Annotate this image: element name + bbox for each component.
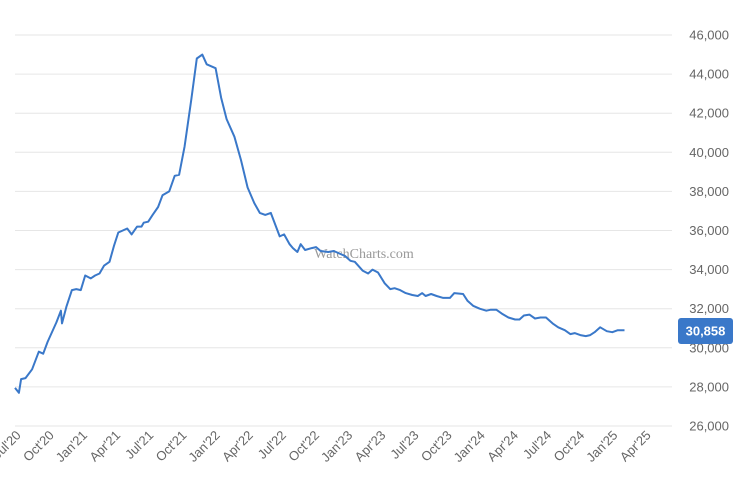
x-tick-label: Oct'23 bbox=[418, 428, 455, 465]
y-tick-label: 38,000 bbox=[689, 184, 729, 199]
y-tick-label: 28,000 bbox=[689, 379, 729, 394]
last-value-badge: 30,858 bbox=[678, 318, 733, 344]
x-tick-label: Oct'24 bbox=[551, 428, 588, 465]
x-tick-label: Jul'21 bbox=[122, 428, 156, 462]
series-line bbox=[14, 53, 625, 394]
series-layer bbox=[14, 53, 625, 394]
last-value-label: 30,858 bbox=[686, 324, 726, 339]
y-tick-label: 46,000 bbox=[689, 28, 729, 43]
y-axis-tick-labels: 26,000 28,000 30,000 32,000 34,000 36,000 38,0… bbox=[689, 28, 729, 434]
x-tick-label: Apr'22 bbox=[219, 428, 256, 465]
x-tick-label: Apr'25 bbox=[617, 428, 654, 465]
watermark: WatchCharts.com bbox=[314, 247, 414, 262]
x-tick-label: Apr'24 bbox=[484, 428, 521, 465]
x-tick-label: Jan'23 bbox=[318, 428, 355, 465]
x-tick-label: Oct'20 bbox=[20, 428, 57, 465]
x-tick-label: Jan'25 bbox=[583, 428, 620, 465]
x-tick-label: Jan'24 bbox=[451, 428, 488, 465]
x-tick-label: Jul'24 bbox=[520, 428, 554, 462]
x-tick-label: Jan'22 bbox=[185, 428, 222, 465]
y-tick-label: 34,000 bbox=[689, 262, 729, 277]
y-tick-label: 30,000 bbox=[689, 340, 729, 355]
x-tick-label: Jan'21 bbox=[53, 428, 90, 465]
x-tick-label: Oct'22 bbox=[285, 428, 322, 465]
y-tick-label: 40,000 bbox=[689, 145, 729, 160]
y-tick-label: 42,000 bbox=[689, 106, 729, 121]
y-tick-label: 36,000 bbox=[689, 223, 729, 238]
x-tick-label: Apr'23 bbox=[352, 428, 389, 465]
x-tick-label: Apr'21 bbox=[86, 428, 123, 465]
x-tick-label: Jul'22 bbox=[255, 428, 289, 462]
y-tick-label: 26,000 bbox=[689, 419, 729, 434]
y-tick-label: 44,000 bbox=[689, 67, 729, 82]
y-tick-label: 32,000 bbox=[689, 301, 729, 316]
y-gridlines bbox=[15, 34, 672, 427]
x-tick-label: Jul'23 bbox=[387, 428, 421, 462]
x-axis-tick-labels: Jul'20Oct'20Jan'21Apr'21Jul'21Oct'21Jan'… bbox=[0, 428, 654, 465]
x-tick-label: Jul'20 bbox=[0, 428, 24, 462]
last-value-badge-background bbox=[678, 318, 733, 344]
x-tick-label: Oct'21 bbox=[153, 428, 190, 465]
